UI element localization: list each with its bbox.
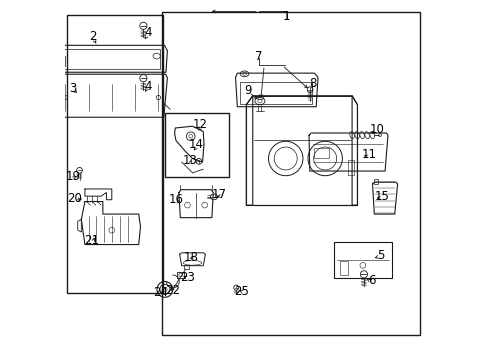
Text: 19: 19 — [65, 170, 81, 183]
Bar — [314, 148, 328, 158]
Bar — [183, 265, 188, 269]
Text: 24: 24 — [152, 287, 167, 300]
Text: 17: 17 — [211, 188, 226, 201]
Text: 10: 10 — [369, 123, 384, 136]
Bar — [339, 261, 348, 275]
Text: 16: 16 — [168, 193, 183, 206]
Text: 2: 2 — [89, 30, 97, 43]
Text: 4: 4 — [144, 80, 152, 93]
Text: 25: 25 — [234, 285, 249, 298]
Text: 6: 6 — [367, 274, 375, 287]
Text: 23: 23 — [179, 271, 194, 284]
Text: 4: 4 — [144, 27, 152, 40]
Text: 22: 22 — [165, 284, 180, 297]
Bar — [239, 82, 312, 104]
Bar — [67, 15, 163, 293]
Bar — [164, 113, 228, 177]
Bar — [333, 242, 391, 278]
Text: 11: 11 — [361, 148, 376, 161]
Text: 18: 18 — [183, 251, 199, 264]
Text: 9: 9 — [244, 84, 251, 97]
Text: 21: 21 — [84, 234, 100, 247]
Text: 15: 15 — [374, 190, 389, 203]
Bar — [162, 12, 419, 335]
Text: 12: 12 — [192, 118, 207, 131]
Text: 13: 13 — [182, 154, 197, 167]
Bar — [177, 272, 184, 278]
Text: 5: 5 — [376, 249, 384, 262]
Bar — [373, 179, 377, 184]
Text: 3: 3 — [69, 82, 77, 95]
Text: 1: 1 — [283, 10, 290, 23]
Text: 8: 8 — [308, 77, 316, 90]
Text: 14: 14 — [188, 138, 203, 150]
Text: 7: 7 — [255, 50, 262, 63]
Text: 20: 20 — [66, 192, 81, 205]
